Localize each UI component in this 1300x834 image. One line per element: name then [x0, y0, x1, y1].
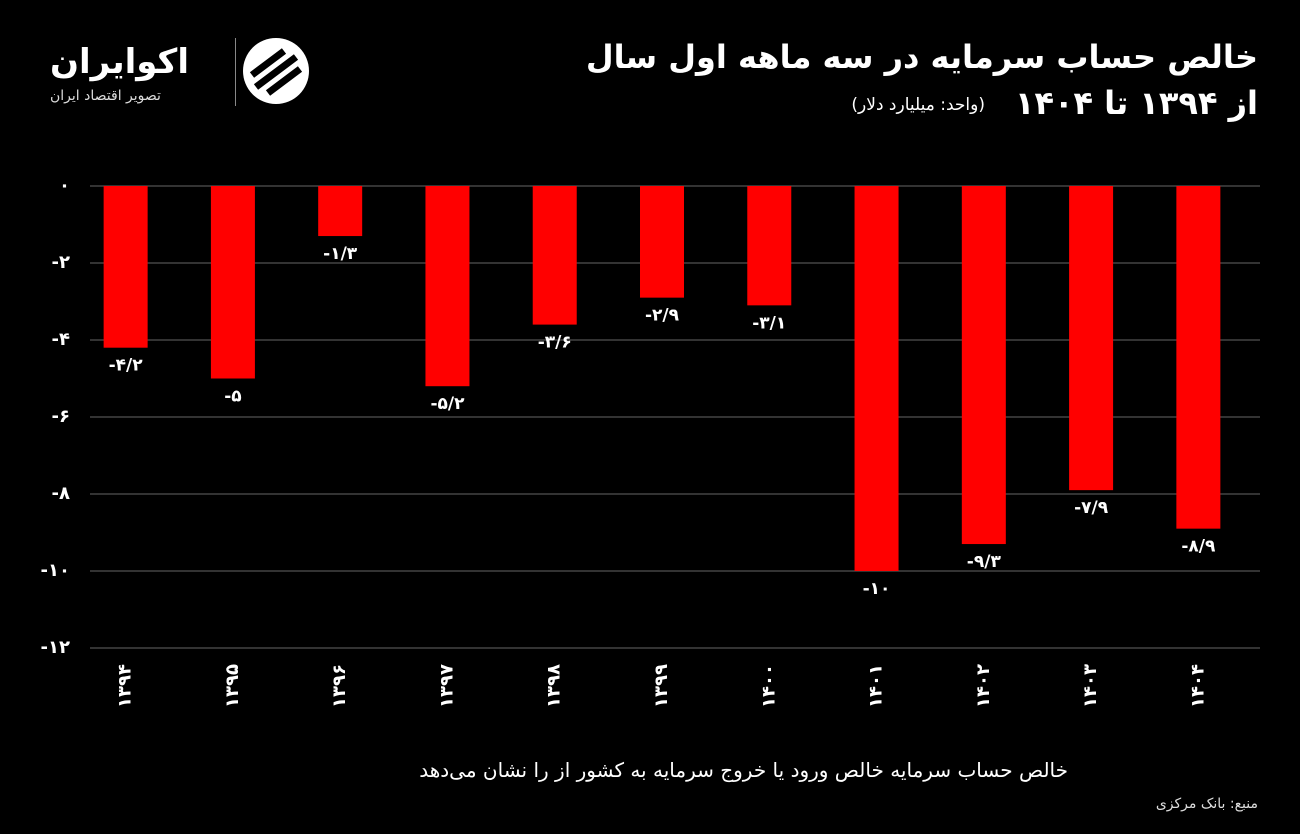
- bar: [1176, 186, 1221, 529]
- x-tick-label: ۱۳۹۴: [115, 664, 136, 708]
- x-tick-label: ۱۳۹۶: [329, 664, 350, 708]
- y-tick-label: -۲: [52, 252, 70, 273]
- x-tick-label: ۱۴۰۱: [866, 664, 887, 708]
- bar: [318, 186, 363, 237]
- y-tick-label: -۸: [52, 483, 70, 504]
- y-tick-label: ۰: [59, 175, 70, 196]
- unit-label: (واحد: میلیارد دلار): [851, 95, 985, 115]
- value-label: -۳/۱: [752, 313, 786, 333]
- source: منبع: بانک مرکزی: [1155, 796, 1258, 812]
- bar: [747, 186, 792, 306]
- bar: [532, 186, 577, 325]
- chart-subtitle: از ۱۳۹۴ تا ۱۴۰۴: [1014, 84, 1258, 122]
- brand-name: اکوایران: [50, 42, 189, 82]
- bar: [640, 186, 684, 298]
- value-label: -۹/۳: [967, 552, 1002, 572]
- bar: [210, 186, 255, 379]
- caption: خالص حساب سرمایه خالص ورود یا خروج سرمای…: [419, 758, 1068, 782]
- x-tick-label: ۱۳۹۷: [436, 664, 457, 708]
- bar: [1069, 186, 1114, 491]
- chart-title: خالص حساب سرمایه در سه ماهه اول سال: [585, 38, 1258, 76]
- value-label: -۴/۲: [109, 356, 144, 376]
- bar: [854, 186, 899, 571]
- value-label: -۳/۶: [538, 333, 572, 353]
- x-tick-label: ۱۳۹۸: [544, 664, 565, 708]
- bar: [961, 186, 1006, 545]
- brand-tagline: تصویر اقتصاد ایران: [50, 88, 161, 104]
- x-tick-label: ۱۴۰۰: [758, 664, 779, 708]
- value-label: -۱۰: [863, 579, 891, 599]
- brand-divider: [235, 38, 236, 106]
- value-label: -۷/۹: [1074, 498, 1109, 518]
- x-tick-label: ۱۴۰۳: [1080, 664, 1101, 708]
- x-tick-label: ۱۳۹۹: [651, 664, 672, 708]
- value-label: -۵: [224, 387, 241, 407]
- y-tick-label: -۱۰: [41, 560, 70, 581]
- value-label: -۵/۲: [430, 394, 465, 414]
- value-label: -۲/۹: [645, 306, 680, 326]
- y-tick-label: -۱۲: [41, 637, 70, 658]
- x-tick-label: ۱۴۰۲: [973, 664, 994, 708]
- bar: [103, 186, 148, 348]
- value-label: -۸/۹: [1181, 537, 1216, 557]
- brand-logo: [243, 38, 309, 104]
- y-tick-label: -۴: [52, 329, 70, 350]
- x-tick-label: ۱۳۹۵: [222, 664, 243, 708]
- bar: [425, 186, 470, 387]
- y-tick-label: -۶: [52, 406, 70, 427]
- value-label: -۱/۳: [323, 244, 358, 264]
- x-tick-label: ۱۴۰۴: [1187, 664, 1208, 708]
